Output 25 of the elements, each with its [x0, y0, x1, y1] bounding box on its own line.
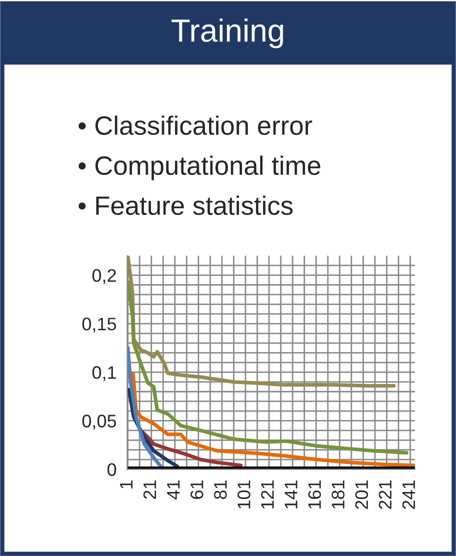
- y-tick-label: 0,2: [92, 269, 116, 284]
- text: • Classification error: [78, 116, 312, 135]
- x-tick-label: 1: [120, 480, 132, 488]
- x-tick-label: 161: [308, 480, 321, 508]
- x-tick-label: 61: [190, 480, 204, 499]
- x-tick-label: 101: [238, 480, 250, 508]
- y-tick-label: 0,1: [92, 366, 116, 382]
- x-tick-label: 21: [143, 480, 156, 499]
- chart-title: Training: [172, 18, 284, 48]
- y-tick-label: 0,05: [82, 414, 116, 430]
- text: • Feature statistics: [78, 196, 293, 216]
- x-tick-label: 121: [261, 480, 274, 508]
- x-tick-label: 81: [214, 480, 227, 499]
- line-series: [131, 371, 415, 468]
- x-tick-label: 221: [378, 480, 392, 509]
- line-series: [127, 280, 409, 455]
- y-tick-label: 0,15: [82, 318, 116, 333]
- text: • Computational time: [78, 156, 320, 180]
- y-tick-label: 0: [107, 463, 116, 476]
- line-series: [127, 346, 163, 468]
- x-tick-label: 181: [332, 480, 344, 508]
- x-tick-label: 201: [355, 480, 368, 509]
- x-tick-label: 241: [402, 480, 415, 509]
- x-tick-label: 41: [167, 480, 180, 500]
- x-tick-label: 141: [284, 480, 298, 508]
